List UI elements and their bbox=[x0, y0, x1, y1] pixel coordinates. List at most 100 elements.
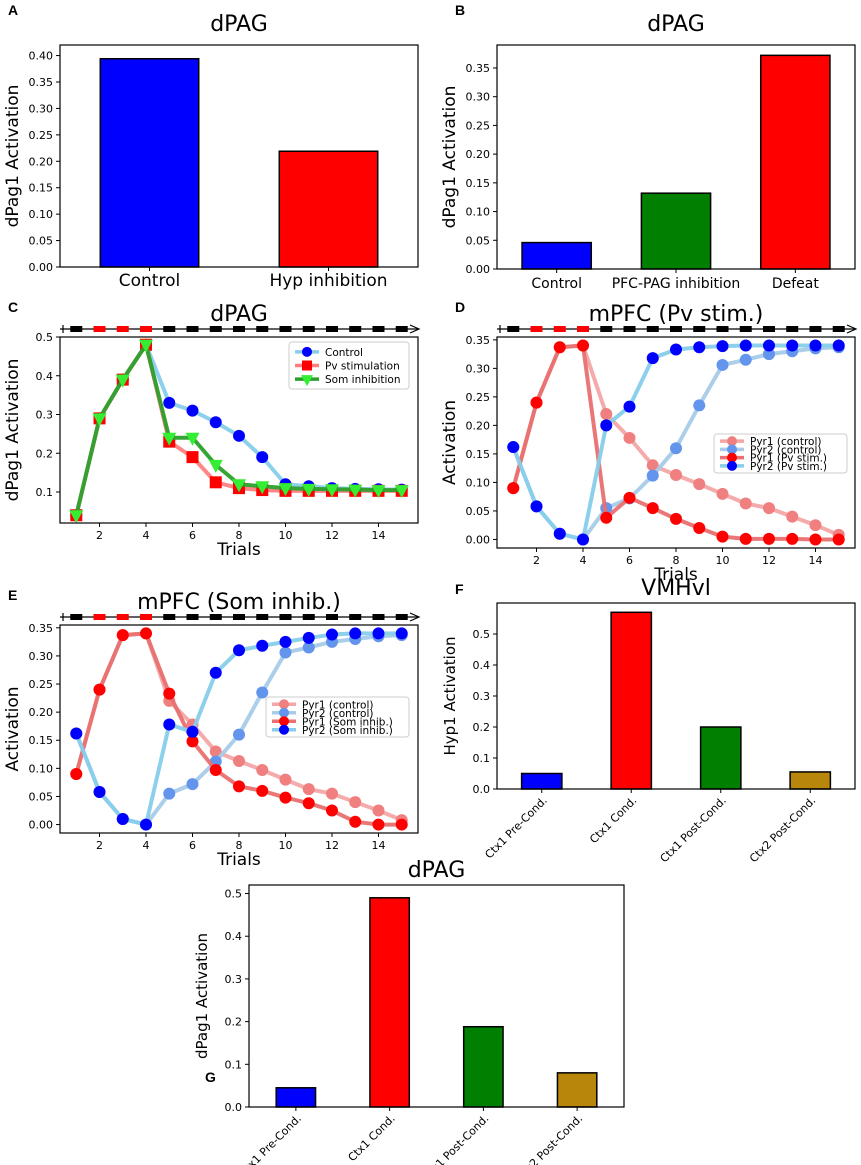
y-tick-label: 0.00 bbox=[466, 263, 491, 276]
arrow-head-icon bbox=[409, 324, 421, 334]
data-point bbox=[325, 787, 338, 800]
data-point bbox=[348, 484, 363, 498]
stim-block bbox=[530, 326, 543, 332]
stim-block bbox=[832, 326, 845, 332]
data-point bbox=[233, 780, 245, 793]
axes-frame bbox=[496, 336, 856, 549]
data-point bbox=[395, 627, 408, 640]
stim-block bbox=[577, 326, 590, 332]
x-tick-label: 4 bbox=[580, 554, 587, 567]
data-point bbox=[809, 339, 822, 352]
stim-block bbox=[279, 614, 292, 620]
y-tick-label: 0.4 bbox=[473, 659, 491, 672]
stim-block bbox=[809, 326, 822, 332]
y-tick-label: 0.10 bbox=[29, 208, 54, 221]
chart-title: mPFC (Pv stim.) bbox=[589, 302, 764, 327]
x-axis-label: Trials bbox=[216, 540, 261, 560]
data-point bbox=[302, 641, 315, 654]
panel-letter: D bbox=[455, 299, 465, 315]
stim-block bbox=[302, 614, 315, 620]
y-tick-label: 0.35 bbox=[29, 622, 54, 635]
y-tick-label: 0.10 bbox=[466, 206, 491, 219]
data-point bbox=[325, 804, 338, 817]
stimulation-bar bbox=[60, 324, 421, 334]
y-tick-label: 0.10 bbox=[29, 762, 54, 775]
data-point bbox=[727, 444, 737, 455]
data-point bbox=[716, 530, 729, 543]
y-tick-label: 0.05 bbox=[29, 790, 54, 803]
data-point bbox=[163, 718, 176, 731]
y-axis-label: Activation bbox=[3, 686, 23, 771]
y-tick-label: 0.3 bbox=[225, 973, 243, 986]
series bbox=[507, 339, 845, 546]
data-point bbox=[372, 804, 385, 817]
data-point bbox=[372, 818, 385, 831]
series bbox=[507, 339, 845, 546]
data-point bbox=[349, 815, 362, 828]
data-point bbox=[93, 785, 106, 798]
stim-block bbox=[186, 614, 199, 620]
x-tick-label: Control bbox=[531, 276, 582, 292]
bar bbox=[520, 772, 563, 790]
data-point bbox=[600, 511, 613, 524]
data-point bbox=[394, 485, 409, 499]
y-tick-label: 0.0 bbox=[473, 783, 491, 796]
stim-block bbox=[395, 326, 408, 332]
data-point bbox=[256, 451, 269, 464]
x-tick-label: 6 bbox=[189, 839, 196, 852]
data-point bbox=[69, 510, 84, 524]
axes-frame bbox=[248, 884, 625, 1108]
data-point bbox=[762, 532, 775, 545]
x-tick-label: 2 bbox=[533, 554, 540, 567]
series bbox=[70, 627, 408, 831]
data-point bbox=[163, 687, 176, 700]
stim-block bbox=[279, 326, 292, 332]
data-point bbox=[809, 533, 822, 546]
legend-label: Pv stimulation bbox=[325, 361, 400, 373]
stim-block bbox=[786, 326, 799, 332]
x-tick-label: Ctx1 Pre-Cond. bbox=[237, 1112, 304, 1165]
data-point bbox=[623, 400, 636, 413]
data-point bbox=[786, 532, 799, 545]
y-tick-label: 0.5 bbox=[36, 331, 54, 344]
data-point bbox=[372, 627, 385, 640]
stim-block bbox=[233, 614, 245, 620]
data-point bbox=[301, 375, 313, 387]
x-tick-label: 2 bbox=[96, 839, 103, 852]
y-tick-label: 0.15 bbox=[29, 734, 54, 747]
y-tick-label: 0.30 bbox=[466, 91, 491, 104]
data-point bbox=[716, 358, 729, 371]
legend-label: Pyr2 (Som inhib.) bbox=[302, 725, 393, 737]
data-point bbox=[600, 407, 613, 420]
y-tick-label: 0.4 bbox=[36, 370, 54, 383]
stim-block bbox=[209, 614, 222, 620]
legend: Pyr1 (control)Pyr2 (control)Pyr1 (Som in… bbox=[265, 696, 410, 738]
data-point bbox=[163, 396, 176, 409]
data-point bbox=[116, 629, 129, 642]
data-point bbox=[739, 339, 752, 352]
x-tick-label: 14 bbox=[371, 839, 385, 852]
bar bbox=[521, 241, 593, 270]
bar bbox=[462, 1025, 504, 1108]
chart-title: dPAG bbox=[210, 302, 268, 327]
x-tick-label: 14 bbox=[371, 529, 385, 542]
data-point bbox=[256, 686, 269, 699]
x-tick-label: 10 bbox=[715, 554, 729, 567]
stim-block bbox=[553, 326, 566, 332]
x-axis-label: Trials bbox=[216, 850, 261, 870]
data-point bbox=[302, 797, 315, 810]
data-point bbox=[256, 784, 269, 797]
y-axis-label: Activation bbox=[440, 400, 460, 485]
data-point bbox=[623, 491, 636, 504]
series bbox=[70, 627, 408, 831]
data-point bbox=[786, 510, 799, 523]
y-tick-label: 0.15 bbox=[466, 448, 491, 461]
legend-label: Pyr1 (Som inhib.) bbox=[302, 716, 393, 728]
stim-block bbox=[670, 326, 682, 332]
x-tick-label: Hyp inhibition bbox=[269, 271, 387, 291]
arrow-head-icon bbox=[846, 324, 858, 334]
